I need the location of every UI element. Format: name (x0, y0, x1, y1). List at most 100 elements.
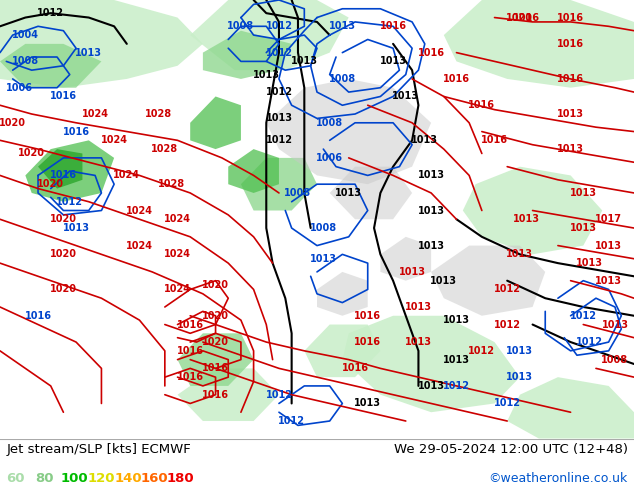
Polygon shape (342, 316, 520, 412)
Text: 1013: 1013 (405, 302, 432, 312)
Text: 1024: 1024 (113, 171, 140, 180)
Text: 1016: 1016 (418, 48, 444, 58)
Text: 1016: 1016 (443, 74, 470, 84)
Text: 1016: 1016 (354, 337, 381, 347)
Text: 1024: 1024 (82, 109, 108, 119)
Text: 1013: 1013 (595, 241, 622, 250)
Text: 1024: 1024 (164, 214, 191, 224)
Text: 1013: 1013 (507, 372, 533, 382)
Text: 1008: 1008 (12, 56, 39, 67)
Text: 1016: 1016 (557, 13, 584, 23)
Text: 1020: 1020 (50, 284, 77, 294)
Text: 1024: 1024 (164, 284, 191, 294)
Text: 160: 160 (141, 472, 169, 485)
Polygon shape (178, 368, 279, 421)
Text: 1016: 1016 (177, 346, 204, 356)
Text: 1020: 1020 (202, 337, 229, 347)
Text: 1013: 1013 (443, 355, 470, 365)
Text: 1020: 1020 (202, 311, 229, 321)
Text: 1012: 1012 (56, 196, 83, 207)
Text: 1016: 1016 (50, 171, 77, 180)
Text: 1016: 1016 (342, 364, 368, 373)
Text: 1012: 1012 (576, 337, 603, 347)
Polygon shape (190, 97, 241, 149)
Text: 1004: 1004 (12, 30, 39, 40)
Text: 1012: 1012 (570, 311, 597, 321)
Text: ©weatheronline.co.uk: ©weatheronline.co.uk (488, 472, 628, 485)
Text: 1006: 1006 (316, 153, 343, 163)
Text: 1013: 1013 (329, 21, 356, 31)
Text: 1012: 1012 (443, 381, 470, 391)
Text: 1016: 1016 (63, 126, 89, 137)
Text: 1013: 1013 (557, 109, 584, 119)
Text: 180: 180 (166, 472, 194, 485)
Text: 1016: 1016 (177, 319, 204, 330)
Text: 1013: 1013 (507, 346, 533, 356)
Text: 1016: 1016 (513, 13, 540, 23)
Text: 1013: 1013 (63, 223, 89, 233)
Text: 1008: 1008 (602, 355, 628, 365)
Text: 1028: 1028 (158, 179, 184, 189)
Text: 1020: 1020 (37, 179, 64, 189)
Text: 1016: 1016 (481, 135, 508, 146)
Text: 1016: 1016 (177, 372, 204, 382)
Text: 1012: 1012 (37, 8, 64, 18)
Polygon shape (317, 272, 368, 316)
Polygon shape (431, 245, 545, 316)
Text: 1013: 1013 (405, 337, 432, 347)
Polygon shape (0, 0, 203, 88)
Text: 1016: 1016 (557, 74, 584, 84)
Text: 1020: 1020 (202, 280, 229, 290)
Text: 1013: 1013 (291, 56, 318, 67)
Text: 1020: 1020 (0, 118, 26, 128)
Polygon shape (507, 377, 634, 439)
Polygon shape (304, 324, 380, 377)
Text: 1013: 1013 (418, 241, 444, 250)
Text: 1013: 1013 (392, 92, 419, 101)
Text: 1016: 1016 (202, 364, 229, 373)
Text: 1013: 1013 (513, 214, 540, 224)
Text: 1013: 1013 (602, 319, 628, 330)
Text: 1024: 1024 (101, 135, 127, 146)
Text: 1017: 1017 (595, 214, 622, 224)
Text: 1016: 1016 (380, 21, 406, 31)
Text: 1024: 1024 (126, 241, 153, 250)
Text: 1012: 1012 (469, 346, 495, 356)
Text: 1024: 1024 (126, 205, 153, 216)
Polygon shape (0, 44, 101, 88)
Text: 1008: 1008 (329, 74, 356, 84)
Text: 1013: 1013 (411, 135, 438, 146)
Text: 1016: 1016 (50, 92, 77, 101)
Text: 1013: 1013 (418, 171, 444, 180)
Text: 100: 100 (60, 472, 88, 485)
Text: 1012: 1012 (266, 87, 292, 97)
Text: 1008: 1008 (228, 21, 254, 31)
Text: 1012: 1012 (266, 21, 292, 31)
Text: 1013: 1013 (418, 205, 444, 216)
Text: 120: 120 (87, 472, 115, 485)
Polygon shape (444, 0, 634, 88)
Text: 1012: 1012 (494, 319, 521, 330)
Text: 1013: 1013 (430, 276, 457, 286)
Text: 1013: 1013 (266, 113, 292, 123)
Polygon shape (190, 0, 349, 70)
Polygon shape (25, 140, 114, 202)
Polygon shape (463, 167, 602, 254)
Polygon shape (266, 79, 431, 184)
Polygon shape (380, 237, 431, 281)
Text: 1013: 1013 (595, 276, 622, 286)
Text: 1008: 1008 (316, 118, 343, 128)
Text: 1013: 1013 (399, 267, 425, 277)
Text: 1013: 1013 (576, 258, 603, 268)
Text: 1020: 1020 (507, 13, 533, 23)
Text: 1028: 1028 (145, 109, 172, 119)
Text: 1006: 1006 (6, 83, 32, 93)
Text: 140: 140 (114, 472, 142, 485)
Text: 1012: 1012 (494, 398, 521, 409)
Text: 1020: 1020 (50, 249, 77, 259)
Polygon shape (178, 333, 254, 386)
Text: 1016: 1016 (557, 39, 584, 49)
Polygon shape (228, 149, 279, 193)
Text: 1016: 1016 (469, 100, 495, 110)
Text: 1012: 1012 (266, 135, 292, 146)
